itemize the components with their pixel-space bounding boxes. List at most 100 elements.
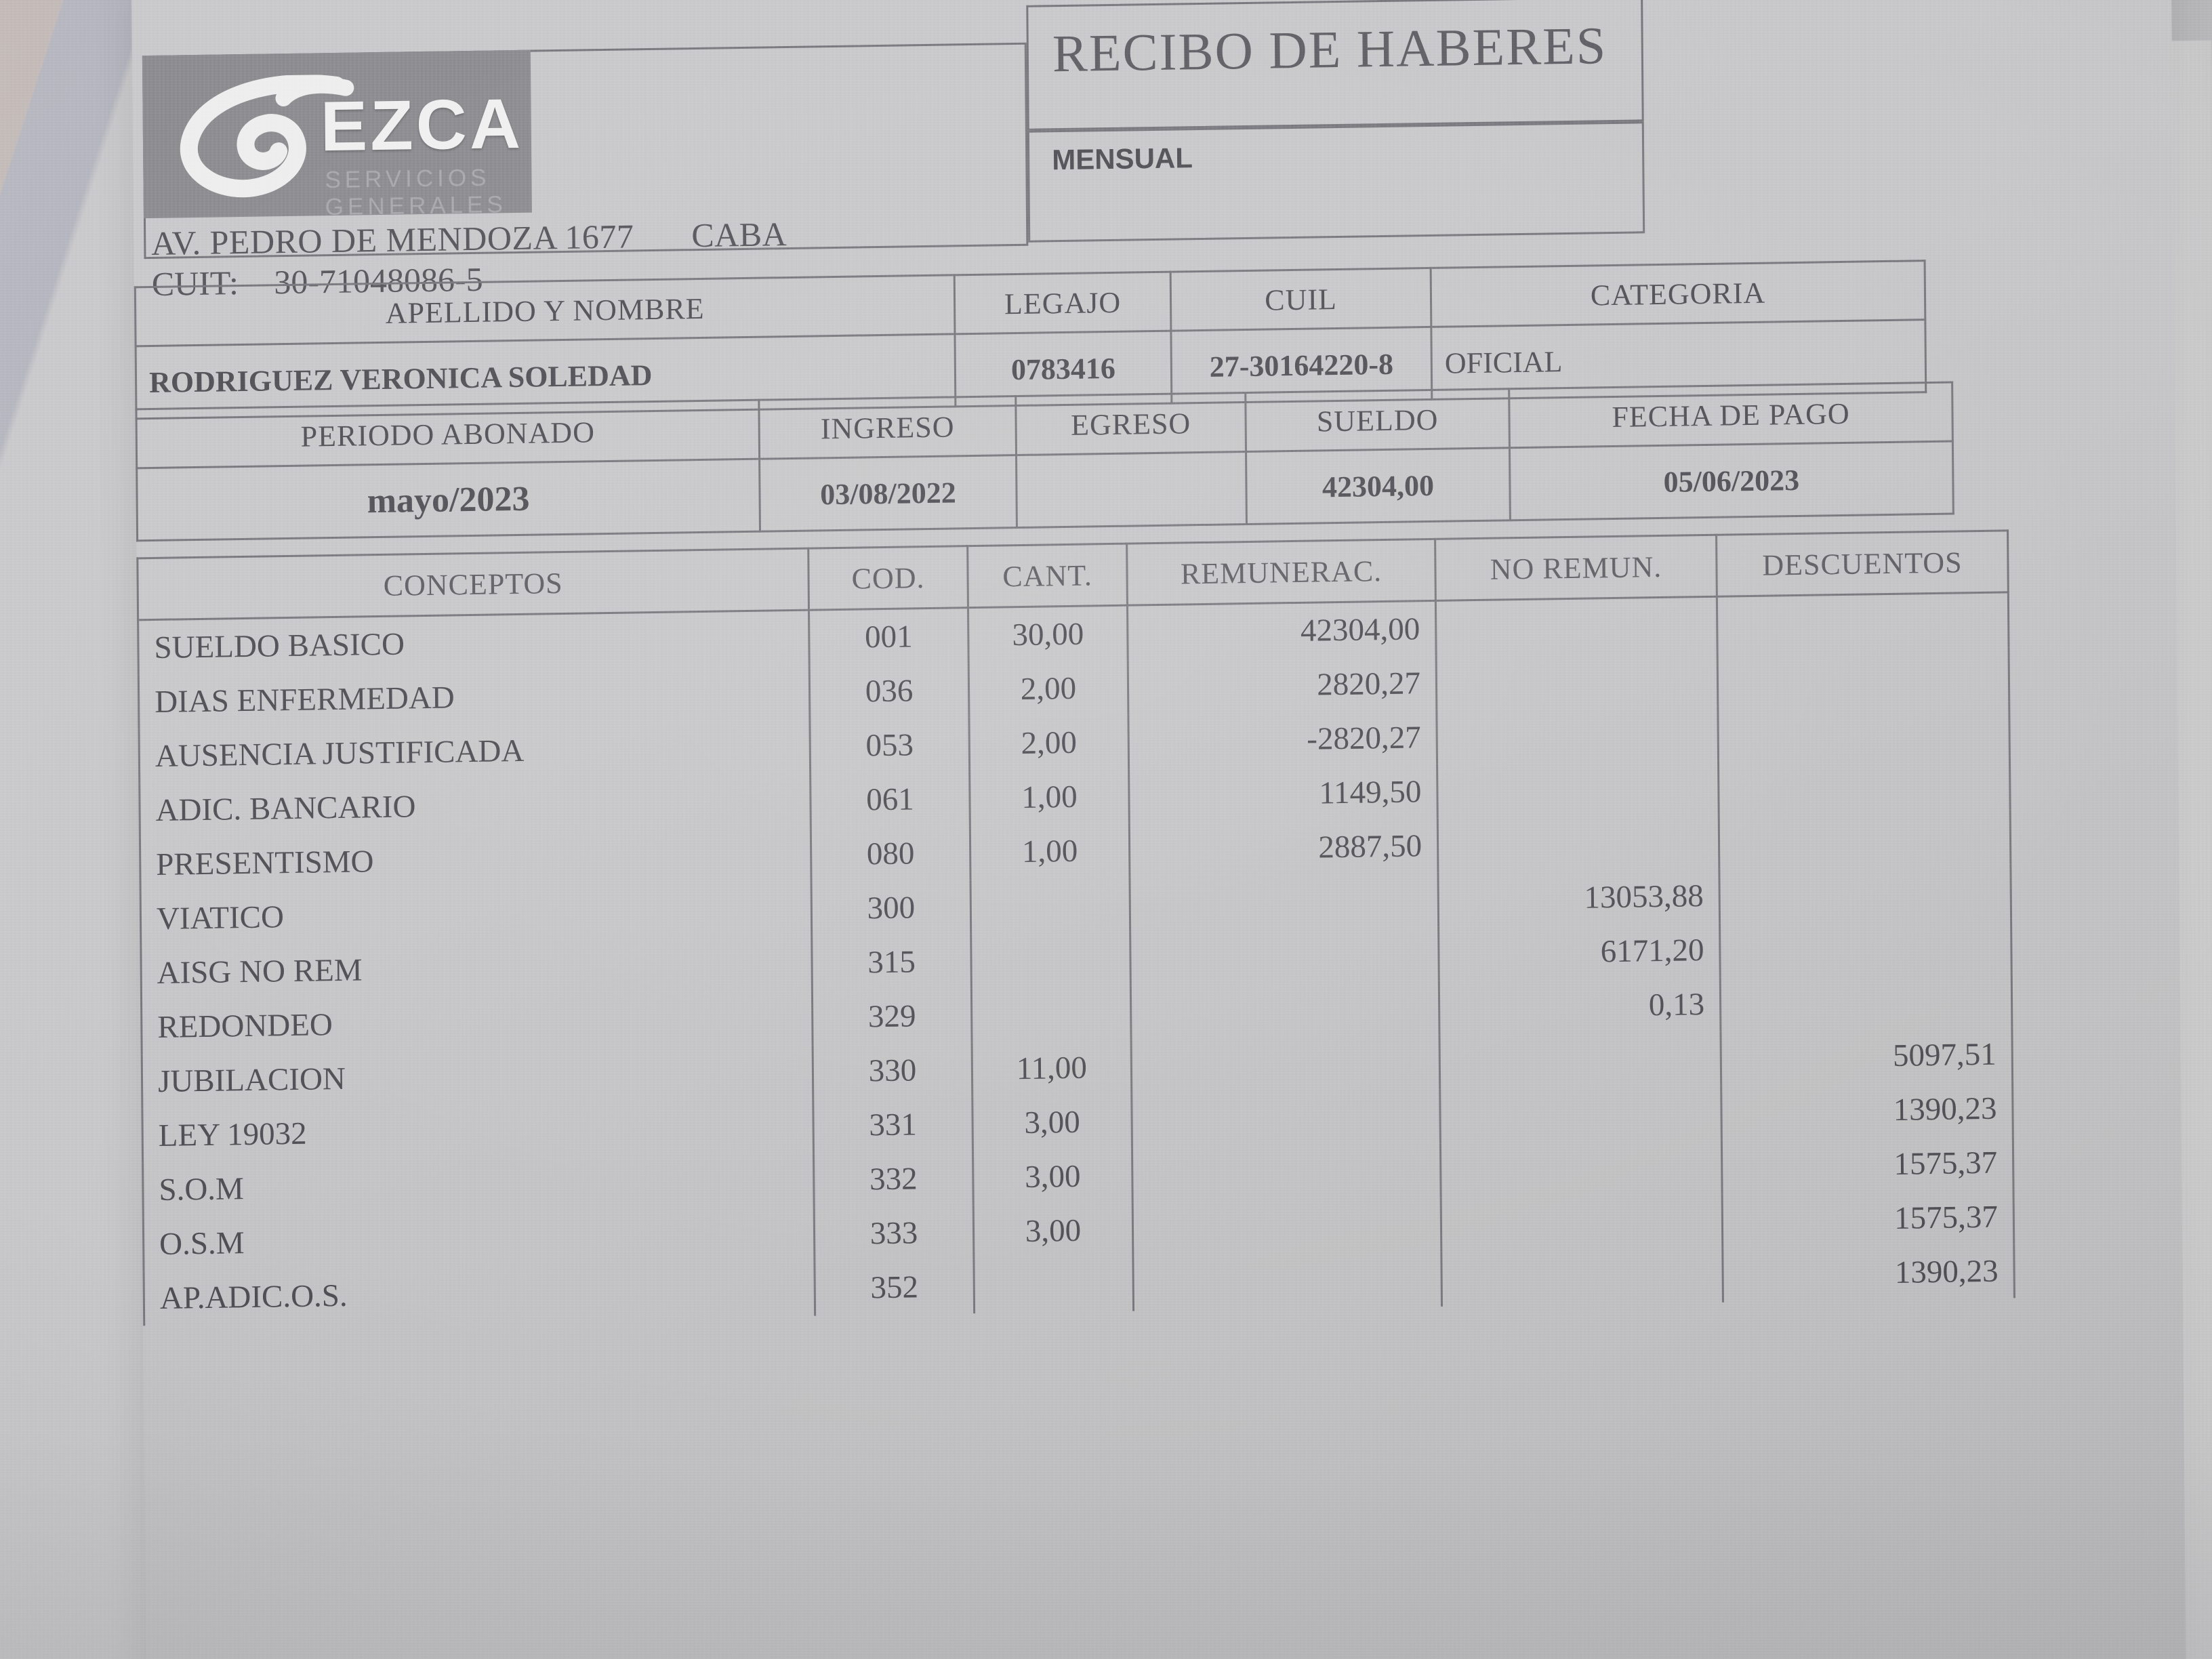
concept-cod: 001 [808, 607, 969, 665]
concept-concepto: PRESENTISMO [140, 827, 812, 893]
concept-concepto: AISG NO REM [140, 936, 813, 1001]
concept-concepto: O.S.M [143, 1207, 815, 1272]
col-header-no-remun: NO REMUN. [1435, 535, 1717, 601]
concept-descuentos: 1575,37 [1722, 1189, 2014, 1248]
concept-cant: 30,00 [968, 605, 1128, 663]
period-egreso [1016, 451, 1247, 528]
concept-remunerac: 42304,00 [1127, 600, 1437, 661]
concept-concepto: S.O.M [142, 1153, 815, 1218]
concept-cant: 2,00 [968, 714, 1129, 772]
logo-wordmark: EZCA [320, 84, 524, 167]
period-sueldo: 42304,00 [1246, 447, 1511, 525]
concept-cod: 036 [809, 663, 969, 720]
concept-descuentos: 5097,51 [1720, 1027, 2013, 1086]
concept-remunerac: -2820,27 [1128, 710, 1437, 769]
concept-concepto: VIATICO [140, 882, 812, 947]
company-city: CABA [691, 215, 787, 255]
payslip-document: EZCA SERVICIOS GENERALES RECIBO DE HABER… [131, 0, 2186, 1659]
concept-cod: 329 [812, 988, 972, 1045]
concept-remunerac [1130, 981, 1440, 1040]
frequency-label: MENSUAL [1052, 142, 1193, 176]
concepts-body: SUELDO BASICO 001 30,00 42304,00 DIAS ENFERM… [138, 592, 2015, 1326]
col-header-conceptos: CONCEPTOS [137, 548, 809, 620]
concept-no-remun: 0,13 [1439, 977, 1721, 1036]
col-header-descuentos: DESCUENTOS [1716, 530, 2009, 597]
concept-descuentos [1717, 701, 2010, 760]
concept-cod: 300 [811, 880, 971, 937]
col-header-fecha-de-pago: FECHA DE PAGO [1509, 382, 1953, 448]
concept-descuentos: 1390,23 [1722, 1244, 2015, 1303]
period-table: PERIODO ABONADO INGRESO EGRESO SUELDO FE… [135, 382, 1954, 542]
concept-cod: 332 [813, 1151, 974, 1208]
concept-cod: 315 [811, 934, 972, 991]
concept-no-remun [1440, 1139, 1723, 1198]
concept-cod: 331 [813, 1097, 973, 1153]
concept-descuentos [1719, 864, 2011, 923]
concept-remunerac [1130, 926, 1439, 986]
concept-remunerac [1129, 872, 1439, 932]
frequency-box [1027, 121, 1645, 243]
concept-cant [970, 931, 1131, 989]
period-periodo-abonado: mayo/2023 [136, 459, 760, 541]
concept-no-remun [1435, 596, 1718, 656]
col-header-remunerac: REMUNERAC. [1126, 539, 1436, 606]
concept-no-remun [1436, 651, 1718, 710]
concept-remunerac: 2820,27 [1128, 655, 1437, 715]
concept-no-remun [1439, 1031, 1721, 1090]
concept-remunerac [1132, 1143, 1441, 1203]
concept-no-remun [1441, 1193, 1723, 1252]
period-fecha-de-pago: 05/06/2023 [1509, 441, 1954, 520]
concept-concepto: DIAS ENFERMEDAD [138, 665, 810, 730]
concept-concepto: ADIC. BANCARIO [139, 773, 811, 838]
logo-tagline: SERVICIOS GENERALES [325, 164, 507, 219]
payslip-sheet: EZCA SERVICIOS GENERALES RECIBO DE HABER… [131, 0, 2187, 1659]
concepts-table: CONCEPTOS COD. CANT. REMUNERAC. NO REMUN… [136, 529, 2015, 1326]
concept-remunerac [1132, 1197, 1441, 1257]
col-header-cant: CANT. [967, 544, 1128, 608]
concept-concepto: REDONDEO [141, 990, 813, 1055]
col-header-egreso: EGRESO [1015, 392, 1246, 455]
concept-no-remun [1441, 1248, 1723, 1307]
concept-remunerac: 2887,50 [1129, 818, 1438, 878]
concept-descuentos [1720, 972, 2012, 1031]
concept-no-remun: 13053,88 [1437, 868, 1720, 927]
concept-cod: 330 [813, 1042, 972, 1099]
concept-cant: 1,00 [970, 823, 1130, 880]
concept-remunerac [1131, 1089, 1441, 1149]
concept-cant [973, 1256, 1134, 1314]
concept-cant: 3,00 [972, 1094, 1132, 1151]
concept-concepto: AP.ADIC.O.S. [144, 1261, 815, 1326]
concept-cant: 3,00 [972, 1148, 1133, 1206]
concept-descuentos [1717, 647, 2009, 706]
concept-cod: 080 [811, 825, 971, 882]
concept-no-remun [1437, 814, 1719, 873]
col-header-cod: COD. [808, 546, 968, 611]
concept-no-remun [1439, 1085, 1722, 1144]
col-header-periodo-abonado: PERIODO ABONADO [136, 400, 760, 468]
concept-descuentos [1719, 918, 2012, 977]
concept-cod: 053 [809, 717, 970, 774]
company-street: AV. PEDRO DE MENDOZA 1677 [151, 217, 634, 262]
concept-no-remun [1436, 705, 1719, 764]
col-header-ingreso: INGRESO [758, 396, 1017, 459]
receipt-title: RECIBO DE HABERES [1052, 16, 1607, 83]
concept-cant [970, 877, 1130, 935]
concept-cant: 11,00 [972, 1040, 1132, 1097]
concept-remunerac [1132, 1252, 1442, 1311]
col-header-categoria: CATEGORIA [1431, 260, 1925, 327]
concept-cant [971, 985, 1132, 1043]
concept-concepto: SUELDO BASICO [138, 610, 810, 676]
concept-descuentos: 1575,37 [1721, 1135, 2014, 1194]
concept-no-remun: 6171,20 [1438, 922, 1721, 981]
concept-descuentos: 1390,23 [1721, 1081, 2013, 1140]
concept-remunerac [1131, 1035, 1440, 1094]
concept-cod: 333 [814, 1205, 974, 1262]
concept-cant: 2,00 [968, 660, 1128, 718]
company-logo-block: EZCA SERVICIOS GENERALES [142, 49, 532, 219]
col-header-cuil: CUIL [1170, 268, 1431, 331]
period-ingreso: 03/08/2022 [759, 455, 1017, 532]
concept-descuentos [1717, 592, 2009, 652]
concept-remunerac: 1149,50 [1128, 764, 1438, 823]
col-header-sueldo: SUELDO [1245, 388, 1510, 452]
